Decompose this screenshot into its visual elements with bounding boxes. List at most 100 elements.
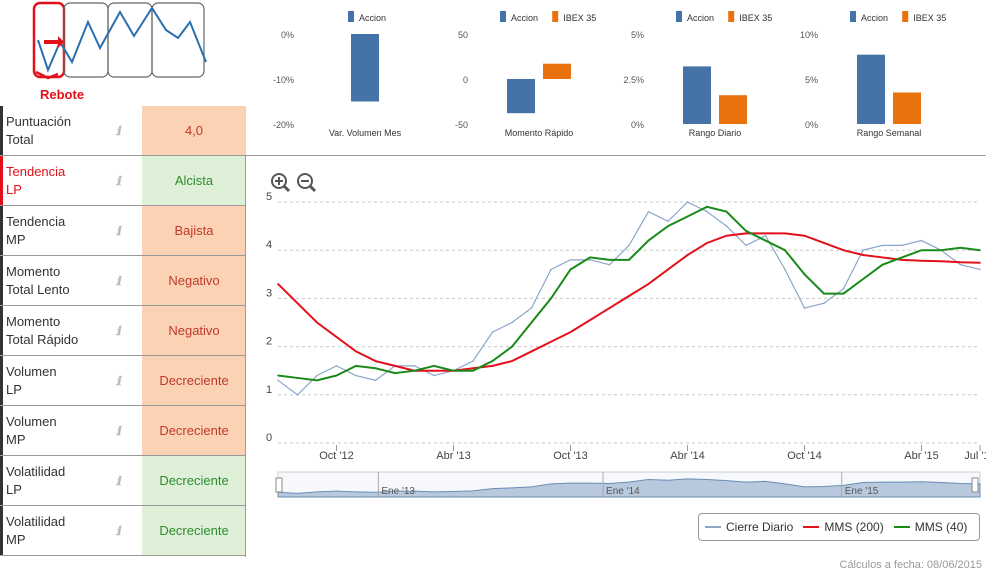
signal-label: Momento Total Rápido: [0, 306, 142, 355]
signal-label-line: Tendencia: [6, 214, 66, 229]
zoom-controls: [270, 172, 320, 199]
info-icon[interactable]: ℹ: [116, 224, 121, 238]
signal-label-line: Total Lento: [6, 282, 70, 297]
mini-legend-swatch: [500, 11, 506, 22]
signal-label-line: Total Rápido: [6, 332, 79, 347]
legend-label-mms40: MMS (40): [914, 520, 968, 534]
signal-row[interactable]: Volatilidad LP ℹ Decreciente: [0, 456, 246, 506]
zoom-out-icon[interactable]: [297, 173, 317, 193]
mini-y-tick-label: 5%: [805, 75, 818, 85]
signal-row[interactable]: Volumen LP ℹ Decreciente: [0, 356, 246, 406]
mini-bar: [351, 34, 379, 102]
mini-bar: [507, 79, 535, 114]
info-icon[interactable]: ℹ: [116, 274, 121, 288]
mini-chart-volumen: Accion 0% -10% -20% Var. Volumen Mes: [262, 6, 432, 146]
legend-item-mms200[interactable]: MMS (200): [803, 520, 884, 534]
mini-legend-swatch: [676, 11, 682, 22]
signal-label-line: LP: [6, 382, 22, 397]
signal-label-line: LP: [6, 182, 22, 197]
mini-y-tick-label: 10%: [800, 30, 818, 40]
mini-legend-swatch: [552, 11, 559, 22]
rebote-logo: Rebote: [0, 0, 250, 104]
signal-label: Tendencia MP: [0, 206, 142, 255]
mini-legend-label: IBEX 35: [739, 13, 772, 23]
mini-chart-svg: Accion IBEX 35 50 0 -50 Momento Rápido: [455, 11, 596, 138]
mini-legend-label: Accion: [359, 13, 386, 23]
info-icon[interactable]: ℹ: [116, 424, 121, 438]
mini-legend-label: Accion: [511, 13, 538, 23]
trend-chart-icon: [32, 1, 207, 80]
signal-value: Decreciente: [142, 406, 246, 455]
mini-chart-momento: Accion IBEX 35 50 0 -50 Momento Rápido: [436, 6, 606, 146]
signal-row[interactable]: Tendencia LP ℹ Alcista: [0, 156, 246, 206]
mini-y-tick-label: 0: [463, 75, 468, 85]
mini-legend-swatch: [728, 11, 735, 22]
signal-label-line: Volatilidad: [6, 464, 66, 479]
signal-label-line: Volumen: [6, 364, 57, 379]
mini-legend-swatch: [850, 11, 856, 22]
mini-legend-label: Accion: [687, 13, 714, 23]
signal-value: Bajista: [142, 206, 246, 255]
info-icon[interactable]: ℹ: [116, 374, 121, 388]
mini-chart-rango-semanal: Accion IBEX 35 10% 5% 0% Rango Semanal: [786, 6, 956, 146]
zoom-in-icon[interactable]: [271, 173, 291, 193]
signal-row[interactable]: Momento Total Rápido ℹ Negativo: [0, 306, 246, 356]
mini-chart-svg: Accion 0% -10% -20% Var. Volumen Mes: [273, 11, 402, 138]
logo-caption: Rebote: [40, 87, 85, 102]
signal-row[interactable]: Volumen MP ℹ Decreciente: [0, 406, 246, 456]
signal-label-line: MP: [6, 532, 26, 547]
signal-label-line: Momento: [6, 264, 61, 279]
signal-value: Decreciente: [142, 356, 246, 405]
info-icon[interactable]: ℹ: [116, 174, 121, 188]
signal-table: Puntuación Total ℹ 4,0 Tendencia LP ℹ Alcista Te…: [0, 106, 246, 556]
info-icon[interactable]: ℹ: [116, 524, 121, 538]
signal-value: 4,0: [142, 106, 246, 155]
signal-label: Volatilidad LP: [0, 456, 142, 505]
mini-legend-label: Accion: [861, 13, 888, 23]
signal-row[interactable]: Puntuación Total ℹ 4,0: [0, 106, 246, 156]
signal-label-line: MP: [6, 232, 26, 247]
signal-label-line: MP: [6, 432, 26, 447]
info-icon[interactable]: ℹ: [116, 324, 121, 338]
mini-bar: [857, 54, 885, 125]
mini-legend-swatch: [348, 11, 354, 22]
signal-label: Volatilidad MP: [0, 506, 142, 555]
signal-label-line: LP: [6, 482, 22, 497]
mini-y-tick-label: -20%: [273, 120, 294, 130]
legend-item-mms40[interactable]: MMS (40): [893, 520, 968, 534]
signal-row[interactable]: Momento Total Lento ℹ Negativo: [0, 256, 246, 306]
mini-y-tick-label: -10%: [273, 75, 294, 85]
signal-label: Volumen MP: [0, 406, 142, 455]
mini-bar: [543, 63, 571, 79]
legend-label-mms200: MMS (200): [824, 520, 884, 534]
mini-y-tick-label: 2.5%: [623, 75, 644, 85]
signal-value: Negativo: [142, 306, 246, 355]
mini-x-label: Rango Diario: [689, 128, 742, 138]
signal-row[interactable]: Tendencia MP ℹ Bajista: [0, 206, 246, 256]
legend-item-cierre[interactable]: Cierre Diario: [705, 520, 793, 534]
signal-value: Negativo: [142, 256, 246, 305]
signal-label-line: Tendencia: [6, 164, 66, 179]
calculation-date: Cálculos a fecha: 08/06/2015: [839, 559, 983, 571]
mini-y-tick-label: 0%: [805, 120, 818, 130]
mini-bar: [719, 95, 747, 124]
mini-y-tick-label: 0%: [281, 30, 294, 40]
info-icon[interactable]: ℹ: [116, 474, 121, 488]
mini-chart-svg: Accion IBEX 35 10% 5% 0% Rango Semanal: [800, 11, 946, 138]
mini-y-tick-label: 5%: [631, 30, 644, 40]
mini-x-label: Momento Rápido: [505, 128, 574, 138]
mini-legend-label: IBEX 35: [913, 13, 946, 23]
legend-swatch-cierre: [705, 526, 721, 528]
signal-row[interactable]: Volatilidad MP ℹ Decreciente: [0, 506, 246, 556]
signal-label: Tendencia LP: [0, 156, 142, 205]
mini-chart-rango-diario: Accion IBEX 35 5% 2.5% 0% Rango Diario: [612, 6, 782, 146]
signal-label-line: Puntuación: [6, 114, 72, 129]
signal-value: Alcista: [142, 156, 246, 205]
mini-legend-label: IBEX 35: [563, 13, 596, 23]
legend-label-cierre: Cierre Diario: [726, 520, 794, 534]
mini-x-label: Var. Volumen Mes: [329, 128, 402, 138]
signal-label-line: Total: [6, 132, 34, 147]
signal-label: Momento Total Lento: [0, 256, 142, 305]
info-icon[interactable]: ℹ: [116, 124, 121, 138]
signal-value: Decreciente: [142, 456, 246, 505]
